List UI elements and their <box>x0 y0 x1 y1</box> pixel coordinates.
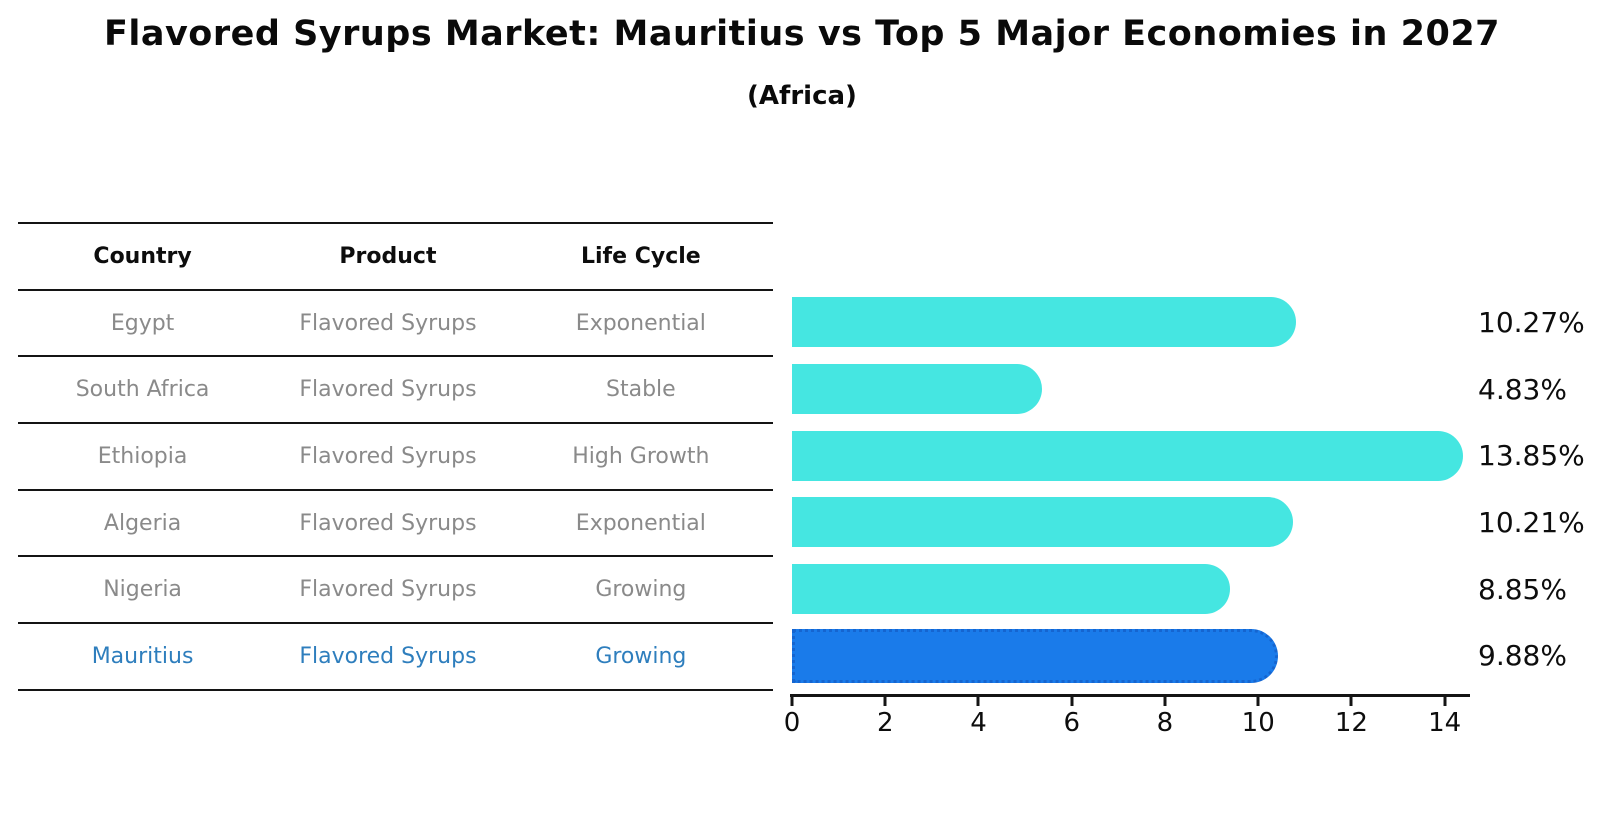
cell-product: Flavored Syrups <box>299 377 477 403</box>
bar-row <box>792 422 1468 489</box>
cell-life-cycle: Exponential <box>575 510 706 536</box>
cell-country: Nigeria <box>103 577 182 603</box>
x-tick-mark <box>1349 697 1353 706</box>
x-tick-mark <box>976 697 980 706</box>
cell-life-cycle: High Growth <box>572 443 710 469</box>
bar-nigeria <box>792 564 1230 615</box>
x-tick-mark <box>883 697 887 706</box>
bar-value-label: 10.27% <box>1478 305 1585 339</box>
bar-value-label: 8.85% <box>1478 572 1567 606</box>
bar-value-label: 13.85% <box>1478 439 1585 473</box>
table-row: South Africa Flavored Syrups Stable <box>18 355 773 422</box>
cell-country: Algeria <box>103 510 182 536</box>
cell-product: Flavored Syrups <box>299 443 477 469</box>
x-tick-label: 4 <box>970 708 987 738</box>
bar-value-label: 4.83% <box>1478 372 1567 406</box>
table-row: Nigeria Flavored Syrups Growing <box>18 555 773 622</box>
x-tick-label: 8 <box>1156 708 1174 738</box>
x-tick-label: 14 <box>1428 708 1462 738</box>
cell-product: Flavored Syrups <box>299 643 477 669</box>
bar-row <box>792 289 1468 356</box>
column-header-product: Product <box>339 243 437 269</box>
x-tick-label: 2 <box>876 708 894 738</box>
x-tick-mark <box>1163 697 1167 706</box>
table-row-highlighted: Mauritius Flavored Syrups Growing <box>18 622 773 689</box>
bar-mauritius <box>792 628 1278 683</box>
x-tick-mark <box>1256 697 1260 706</box>
cell-product: Flavored Syrups <box>299 310 477 336</box>
value-label-column: 10.27% 4.83% 13.85% 10.21% 8.85% 9.88% <box>1478 289 1604 689</box>
cell-product: Flavored Syrups <box>299 510 477 536</box>
country-table: Country Product Life Cycle Egypt Flavore… <box>18 222 773 691</box>
bar-ethiopia <box>792 430 1463 481</box>
table-row: Egypt Flavored Syrups Exponential <box>18 288 773 356</box>
column-header-country: Country <box>93 243 192 269</box>
cell-life-cycle: Growing <box>595 643 687 669</box>
cell-country: South Africa <box>75 377 210 403</box>
bar-south-africa <box>792 364 1043 415</box>
bar-value-label: 9.88% <box>1478 639 1567 673</box>
x-tick-mark <box>790 697 794 706</box>
x-tick-label: 10 <box>1241 708 1275 738</box>
cell-country: Ethiopia <box>97 443 188 469</box>
x-tick-label: 6 <box>1063 708 1080 738</box>
cell-life-cycle: Growing <box>595 577 687 603</box>
cell-product: Flavored Syrups <box>299 577 477 603</box>
bar-value-label: 10.21% <box>1478 505 1585 539</box>
x-axis-ticks: 0 2 4 6 8 10 12 14 <box>784 697 1468 757</box>
chart-title: Flavored Syrups Market: Mauritius vs Top… <box>103 14 1501 54</box>
table-row: Ethiopia Flavored Syrups High Growth <box>18 422 773 489</box>
x-tick-mark <box>1070 697 1074 706</box>
table-body: Egypt Flavored Syrups Exponential South … <box>18 288 773 689</box>
bar-row <box>792 622 1468 689</box>
x-tick-mark <box>1443 697 1447 706</box>
bar-row <box>792 489 1468 556</box>
cell-country: Mauritius <box>91 643 194 669</box>
bar-plot <box>792 289 1468 689</box>
bar-row <box>792 356 1468 423</box>
cell-life-cycle: Stable <box>606 377 676 403</box>
table-header-row: Country Product Life Cycle <box>18 222 773 289</box>
x-axis-line <box>790 694 1470 697</box>
cell-life-cycle: Exponential <box>575 310 706 336</box>
cell-country: Egypt <box>110 310 175 336</box>
x-tick-label: 12 <box>1334 708 1368 738</box>
bar-algeria <box>792 497 1293 548</box>
column-header-life-cycle: Life Cycle <box>581 243 701 269</box>
table-row: Algeria Flavored Syrups Exponential <box>18 488 773 556</box>
chart-subtitle: (Africa) <box>747 81 857 111</box>
bar-row <box>792 556 1468 623</box>
bar-egypt <box>792 297 1296 348</box>
x-tick-label: 0 <box>783 708 801 738</box>
